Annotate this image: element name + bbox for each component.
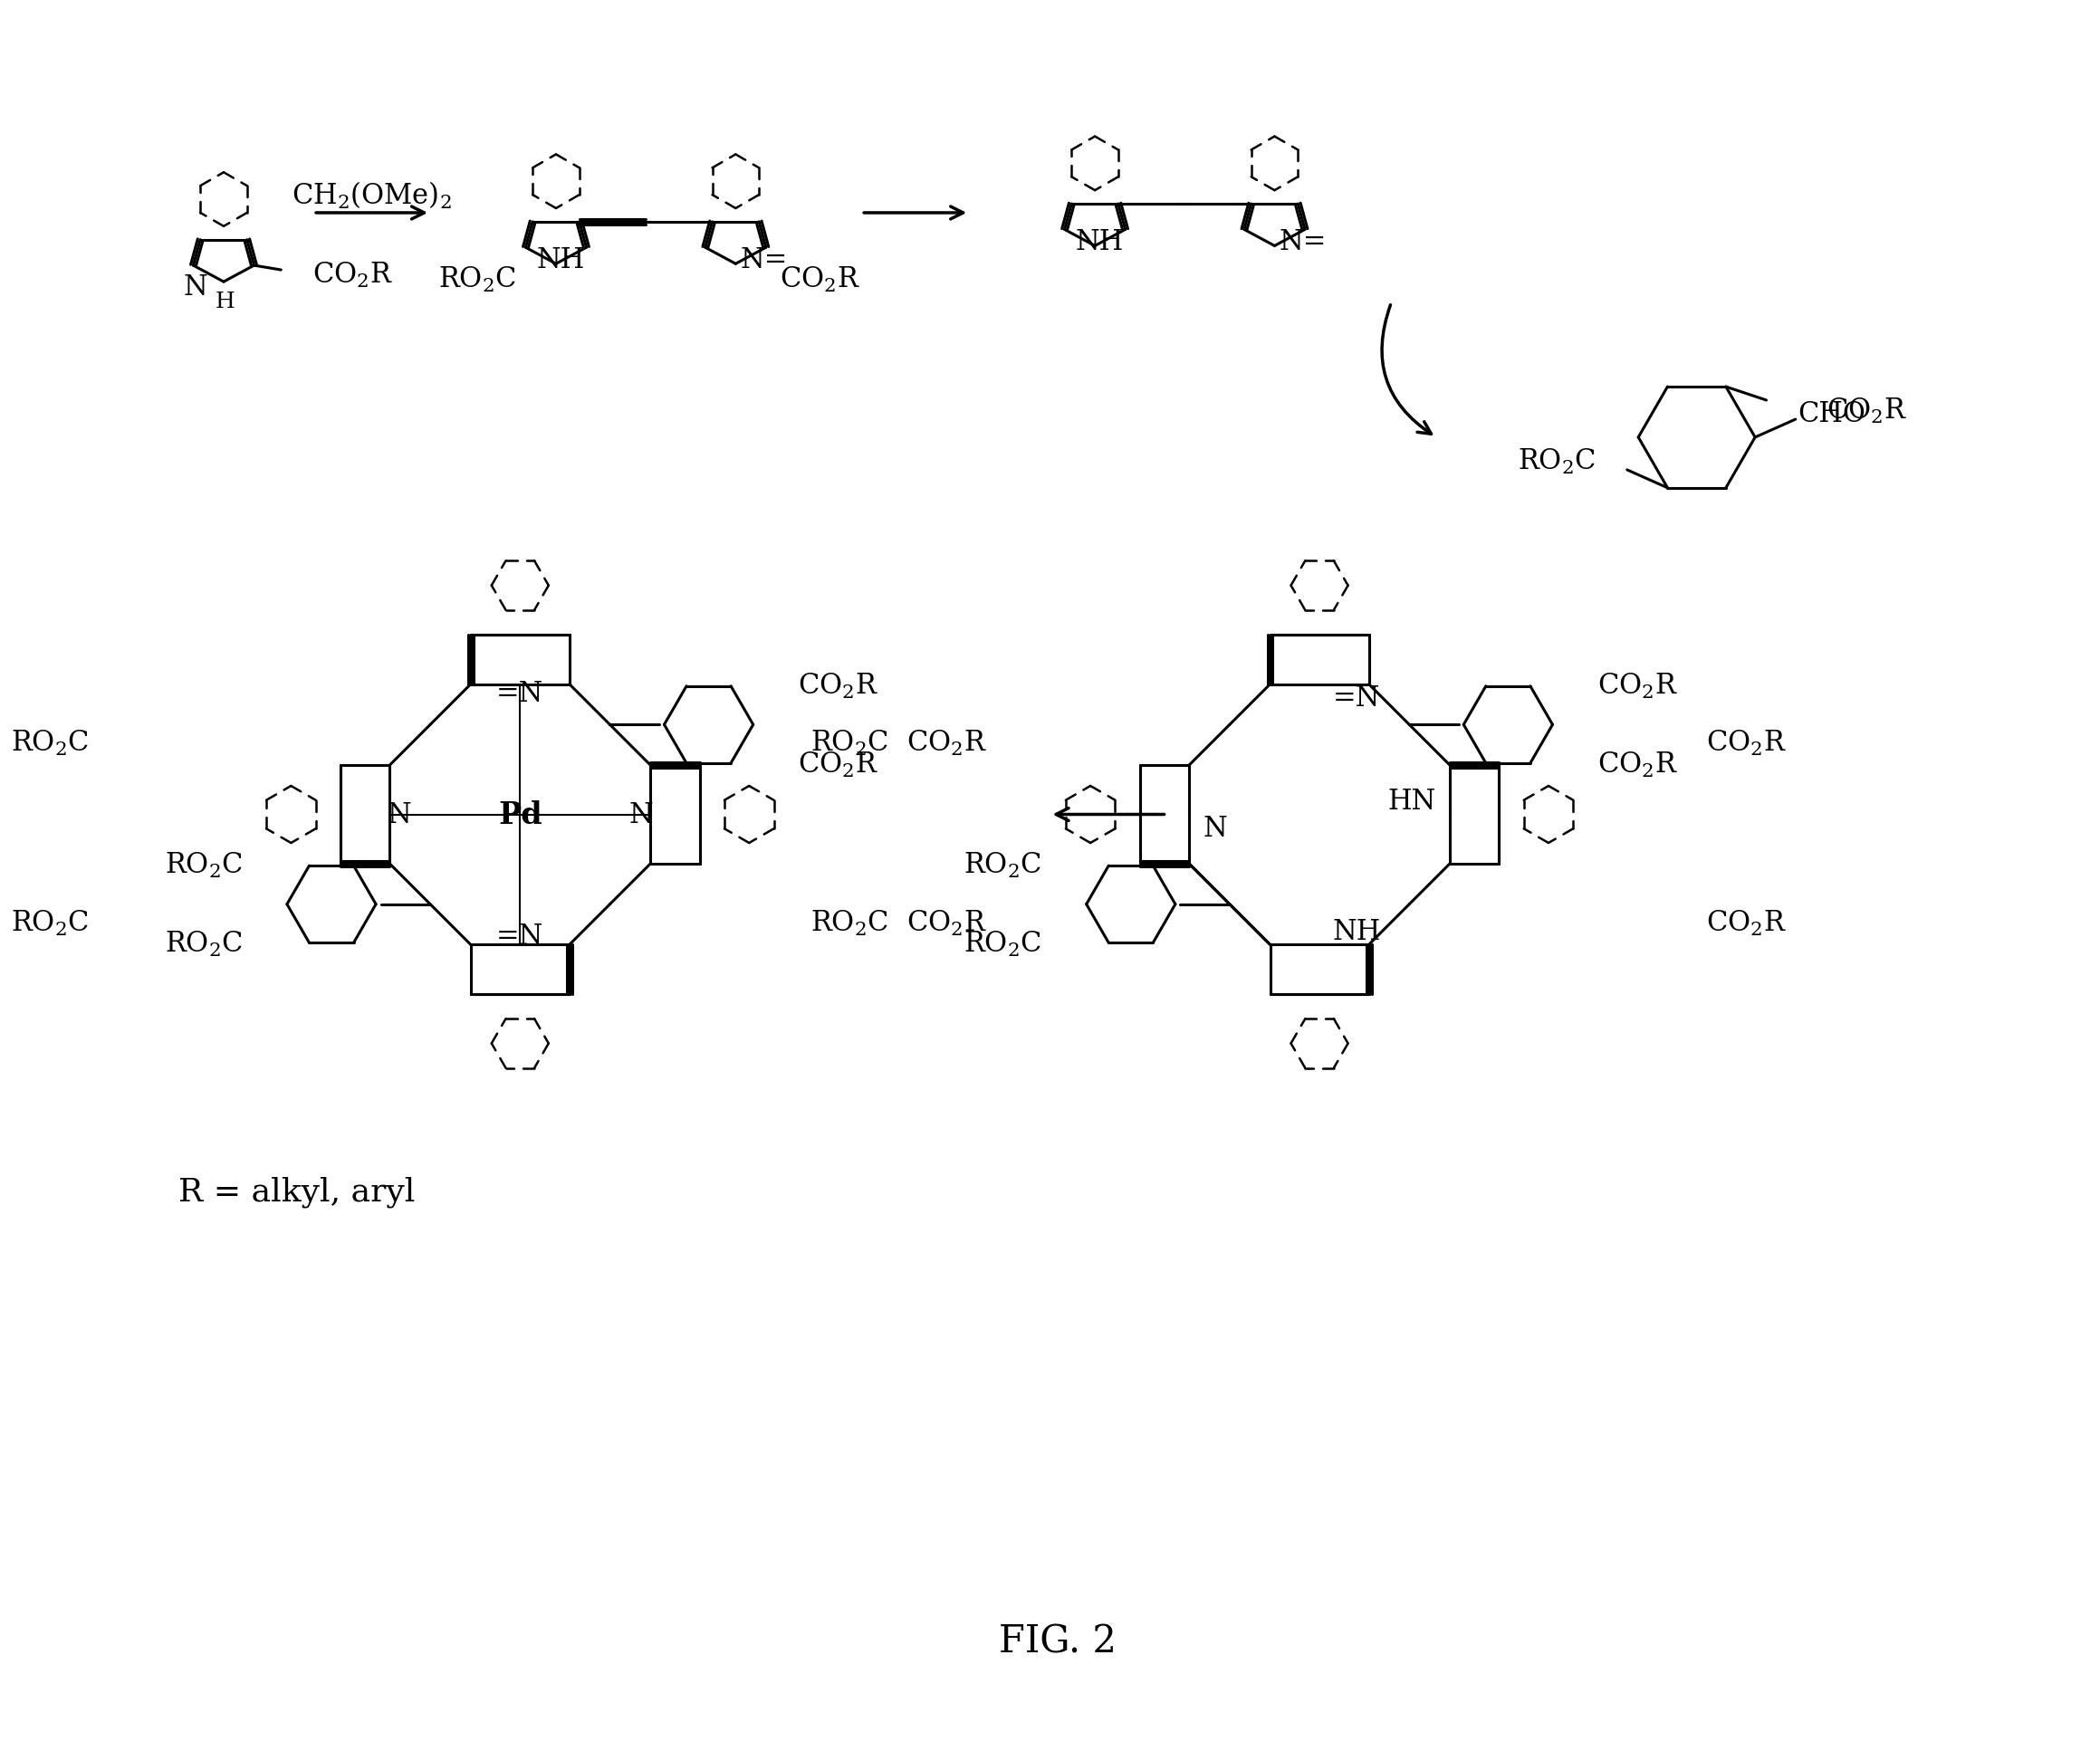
Text: RO$_2$C: RO$_2$C: [439, 265, 517, 294]
Text: NH: NH: [536, 245, 584, 273]
Text: CO$_2$R: CO$_2$R: [798, 750, 878, 780]
Text: RO$_2$C: RO$_2$C: [10, 728, 88, 757]
Text: =N: =N: [496, 679, 544, 707]
Text: RO$_2$C: RO$_2$C: [811, 728, 888, 757]
Text: CO$_2$R: CO$_2$R: [1705, 728, 1785, 757]
Text: =N: =N: [496, 923, 544, 951]
Text: CO$_2$R: CO$_2$R: [1596, 670, 1678, 700]
Text: N: N: [1203, 815, 1226, 843]
Text: N: N: [630, 801, 653, 829]
Text: N=: N=: [1279, 228, 1327, 256]
Text: RO$_2$C: RO$_2$C: [164, 930, 242, 959]
Text: CH$_2$(OMe)$_2$: CH$_2$(OMe)$_2$: [292, 179, 451, 211]
Text: CO$_2$R: CO$_2$R: [313, 261, 393, 289]
Text: NH: NH: [1334, 918, 1382, 945]
Text: Pd: Pd: [498, 799, 542, 830]
Text: H: H: [216, 292, 235, 313]
Text: RO$_2$C: RO$_2$C: [10, 909, 88, 937]
Text: CO$_2$R: CO$_2$R: [1596, 750, 1678, 780]
Text: RO$_2$C: RO$_2$C: [964, 851, 1042, 879]
Text: CO$_2$R: CO$_2$R: [1705, 909, 1785, 937]
Text: CO$_2$R: CO$_2$R: [907, 909, 987, 937]
Text: =N: =N: [1334, 684, 1380, 712]
Text: NH: NH: [1075, 228, 1124, 256]
Text: RO$_2$C: RO$_2$C: [1518, 447, 1596, 475]
Text: CO$_2$R: CO$_2$R: [907, 728, 987, 757]
Text: R = alkyl, aryl: R = alkyl, aryl: [178, 1177, 416, 1208]
Text: FIG. 2: FIG. 2: [1000, 1621, 1117, 1659]
Text: CHO: CHO: [1798, 400, 1865, 428]
Text: N: N: [386, 801, 412, 829]
Text: HN: HN: [1388, 787, 1436, 815]
Text: RO$_2$C: RO$_2$C: [164, 851, 242, 879]
Text: CO$_2$R: CO$_2$R: [1827, 397, 1907, 425]
Text: CO$_2$R: CO$_2$R: [798, 670, 878, 700]
Text: CO$_2$R: CO$_2$R: [779, 265, 859, 294]
Text: RO$_2$C: RO$_2$C: [964, 930, 1042, 959]
Text: N=: N=: [739, 245, 788, 273]
Text: RO$_2$C: RO$_2$C: [811, 909, 888, 937]
Text: N: N: [183, 273, 208, 301]
